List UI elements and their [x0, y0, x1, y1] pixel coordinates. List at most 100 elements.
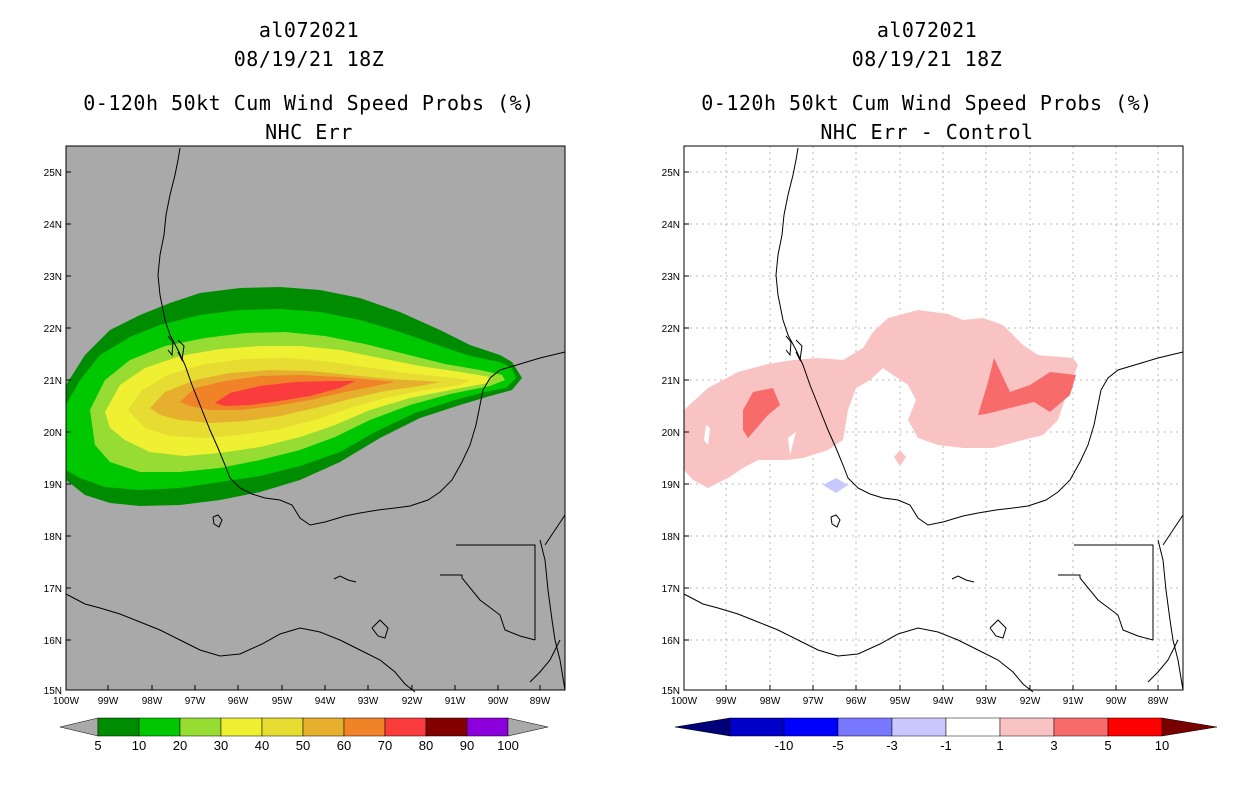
coastline-lake [989, 619, 1007, 639]
colorbar-swatch [138, 717, 181, 737]
left-panel: al072021 08/19/21 18Z 0-120h 50kt Cum Wi… [44, 18, 566, 753]
lat-label: 19N [662, 480, 680, 491]
colorbar-swatch [343, 717, 386, 737]
map-frame [683, 145, 1184, 691]
colorbar-label: -3 [886, 738, 898, 753]
diff-negative-patch [823, 478, 848, 493]
lat-label: 23N [662, 272, 680, 283]
lat-label: 19N [44, 480, 62, 491]
right-product-title: 0-120h 50kt Cum Wind Speed Probs (%) [701, 91, 1153, 115]
lon-label: 92W [1020, 696, 1041, 707]
coastline-easternBorder [539, 539, 566, 691]
lon-label: 91W [445, 696, 466, 707]
lon-label: 98W [760, 696, 781, 707]
lat-label: 18N [662, 532, 680, 543]
lat-label: 24N [662, 220, 680, 231]
coastline-tip [1147, 639, 1179, 683]
colorbar-low-arrow [674, 717, 731, 737]
right-storm-id: al072021 [876, 18, 978, 42]
lon-label: 100W [53, 696, 80, 707]
left-datetime: 08/19/21 18Z [233, 47, 385, 71]
colorbar-swatch [466, 717, 509, 737]
right-panel: al072021 08/19/21 18Z 0-120h 50kt Cum Wi… [618, 0, 1236, 800]
lon-label: 98W [142, 696, 163, 707]
lat-label: 16N [662, 636, 680, 647]
colorbar-label: 80 [419, 738, 433, 753]
lon-label: 94W [315, 696, 336, 707]
left-storm-id: al072021 [258, 18, 360, 42]
lon-label: 96W [846, 696, 867, 707]
coastline-laguna [951, 575, 975, 583]
colorbar-swatch [179, 717, 222, 737]
lat-label: 20N [662, 428, 680, 439]
coastline-belize [1074, 544, 1154, 640]
lat-label: 18N [44, 532, 62, 543]
coastline-easternBorder [1157, 539, 1184, 691]
lon-label: 89W [530, 696, 551, 707]
lat-label: 25N [662, 168, 680, 179]
coastline-island [830, 514, 841, 528]
coastline-mexicoGulf [157, 147, 566, 526]
colorbar-label: 10 [132, 738, 146, 753]
colorbar-label: 100 [497, 738, 519, 753]
colorbar-low-arrow [59, 717, 99, 737]
coastline-belize [456, 544, 536, 640]
diff-positive-dot [894, 450, 906, 466]
lon-label: 94W [933, 696, 954, 707]
coastline-mexicoGulf [775, 147, 1184, 526]
colorbar-swatch [97, 717, 140, 737]
lon-label: 90W [488, 696, 509, 707]
lon-label: 96W [228, 696, 249, 707]
coastline-pacific [683, 593, 1034, 693]
coastline-island [212, 514, 223, 528]
diff-positive-3to5-east [978, 358, 1076, 415]
diff-hole [788, 432, 796, 455]
lon-label: 95W [890, 696, 911, 707]
lon-label: 99W [716, 696, 737, 707]
prob-contour-70 [215, 381, 355, 406]
lon-label: 100W [671, 696, 698, 707]
colorbar-label: 3 [1050, 738, 1057, 753]
colorbar-high-arrow [507, 717, 549, 737]
lat-label: 25N [44, 168, 62, 179]
map-frame [65, 145, 566, 691]
coastline-lake [371, 619, 389, 639]
colorbar-label: 90 [460, 738, 474, 753]
left-product-title: 0-120h 50kt Cum Wind Speed Probs (%) [83, 91, 535, 115]
colorbar-label: 70 [378, 738, 392, 753]
colorbar-swatch [783, 717, 839, 737]
colorbar-swatch [302, 717, 345, 737]
right-subtitle: NHC Err - Control [820, 120, 1034, 144]
colorbar-label: 1 [996, 738, 1003, 753]
colorbar-swatch [261, 717, 304, 737]
colorbar-label: 10 [1155, 738, 1169, 753]
lon-label: 90W [1106, 696, 1127, 707]
colorbar-label: -10 [775, 738, 794, 753]
colorbar-label: -1 [940, 738, 952, 753]
lagoon-0 [785, 335, 792, 357]
coastline-tip [529, 639, 561, 683]
lat-label: 22N [662, 324, 680, 335]
colorbar-label: 5 [1104, 738, 1111, 753]
colorbar-label: 60 [337, 738, 351, 753]
lon-label: 97W [803, 696, 824, 707]
colorbar-label: 40 [255, 738, 269, 753]
colorbar-swatch [1053, 717, 1109, 737]
colorbar-label: 50 [296, 738, 310, 753]
colorbar-swatch [891, 717, 947, 737]
colorbar-swatch [220, 717, 263, 737]
colorbar-swatch [945, 717, 1001, 737]
diff-positive-3to5-west [743, 388, 780, 438]
colorbar-swatch [837, 717, 893, 737]
lat-label: 21N [662, 376, 680, 387]
lat-label: 22N [44, 324, 62, 335]
lon-label: 89W [1148, 696, 1169, 707]
lagoon-1 [795, 339, 803, 362]
lagoon-1 [177, 339, 185, 362]
lat-label: 20N [44, 428, 62, 439]
lon-label: 95W [272, 696, 293, 707]
diff-hole [704, 425, 710, 445]
colorbar-label: 5 [94, 738, 101, 753]
